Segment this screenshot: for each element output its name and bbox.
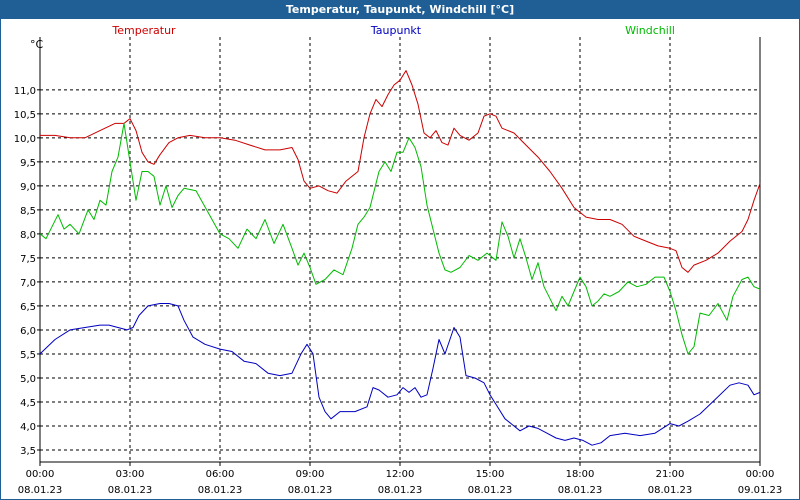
y-tick-label: 5,5 bbox=[20, 350, 36, 361]
legend-windchill: Windchill bbox=[625, 24, 675, 37]
x-tick-date-label: 08.01.23 bbox=[18, 485, 63, 496]
y-tick-label: 8,0 bbox=[20, 230, 36, 241]
y-tick-label: 7,0 bbox=[20, 278, 36, 289]
series-lines bbox=[39, 70, 761, 446]
y-tick-label: 7,5 bbox=[20, 254, 36, 265]
y-tick-label: 5,0 bbox=[20, 374, 36, 385]
x-tick-time-label: 15:00 bbox=[476, 469, 505, 480]
x-tick-date-label: 08.01.23 bbox=[198, 485, 243, 496]
x-tick-date-label: 08.01.23 bbox=[378, 485, 423, 496]
x-tick-time-label: 03:00 bbox=[116, 469, 145, 480]
legend-temperatur: Temperatur bbox=[112, 24, 176, 37]
y-tick-label: 10,0 bbox=[14, 134, 36, 145]
legend-taupunkt: Taupunkt bbox=[370, 24, 422, 37]
axes: 3,5 4,0 4,5 5,0 5,5 6,0 6,5 7,0 7,5 8,0 8,5 9,0 9,5 1… bbox=[14, 37, 783, 496]
x-tick-time-label: 12:00 bbox=[386, 469, 415, 480]
y-tick-label: 9,0 bbox=[20, 182, 36, 193]
x-tick-date-label: 08.01.23 bbox=[288, 485, 333, 496]
y-tick-label: 6,5 bbox=[20, 302, 36, 313]
y-tick-label: 8,5 bbox=[20, 206, 36, 217]
y-tick-label: 11,0 bbox=[14, 86, 36, 97]
grid bbox=[40, 37, 760, 462]
y-tick-label: 10,5 bbox=[14, 110, 36, 121]
x-tick-time-label: 18:00 bbox=[566, 469, 595, 480]
y-tick-label: 6,0 bbox=[20, 326, 36, 337]
x-tick-time-label: 00:00 bbox=[746, 469, 775, 480]
x-tick-date-label: 08.01.23 bbox=[468, 485, 513, 496]
y-tick-label: 4,0 bbox=[20, 422, 36, 433]
series-line-temperatur bbox=[40, 70, 761, 273]
x-tick-date-label: 08.01.23 bbox=[648, 485, 693, 496]
x-tick-time-label: 09:00 bbox=[296, 469, 325, 480]
x-tick-date-label: 08.01.23 bbox=[558, 485, 603, 496]
x-tick-date-label: 09.01.23 bbox=[738, 485, 783, 496]
x-tick-date-label: 08.01.23 bbox=[108, 485, 153, 496]
x-tick-time-label: 21:00 bbox=[656, 469, 685, 480]
y-axis-unit: °C bbox=[30, 38, 44, 51]
y-tick-label: 9,5 bbox=[20, 158, 36, 169]
x-tick-time-label: 06:00 bbox=[206, 469, 235, 480]
series-line-windchill bbox=[39, 122, 761, 355]
chart-title: Temperatur, Taupunkt, Windchill [°C] bbox=[1, 1, 799, 19]
y-tick-label: 3,5 bbox=[20, 446, 36, 457]
y-tick-label: 4,5 bbox=[20, 398, 36, 409]
x-tick-time-label: 00:00 bbox=[26, 469, 55, 480]
series-line-taupunkt bbox=[39, 303, 761, 446]
